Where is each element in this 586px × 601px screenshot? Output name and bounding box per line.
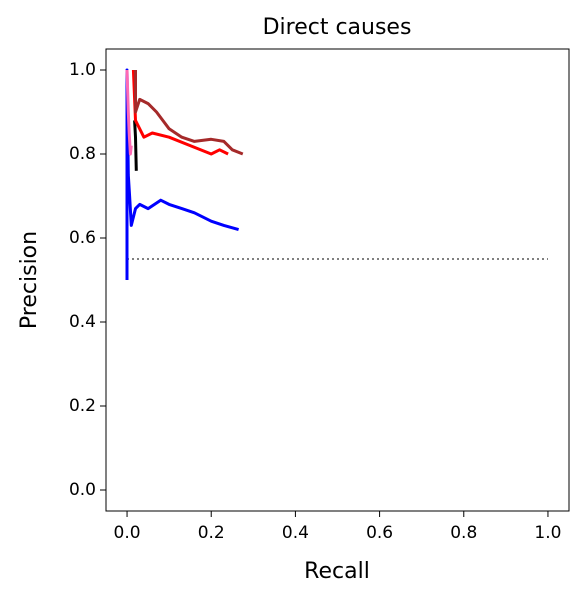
y-tick-label: 0.6	[69, 228, 96, 248]
x-tick-label: 0.8	[450, 523, 477, 543]
y-tick-label: 0.2	[69, 396, 96, 416]
x-axis-label: Recall	[304, 559, 370, 584]
x-tick-label: 0.0	[114, 523, 141, 543]
y-axis-label: Precision	[17, 231, 42, 329]
x-tick-label: 0.4	[282, 523, 309, 543]
series-line	[125, 68, 240, 280]
chart-title: Direct causes	[263, 15, 412, 40]
plot-frame	[105, 48, 570, 512]
x-tick-label: 1.0	[534, 523, 561, 543]
y-tick-label: 0.4	[69, 312, 96, 332]
y-tick-label: 0.8	[69, 144, 96, 164]
y-tick-label: 1.0	[69, 60, 96, 80]
y-tick-label: 0.0	[69, 480, 96, 500]
series-line	[125, 69, 133, 156]
series-line	[133, 120, 138, 171]
x-tick-label: 0.2	[198, 523, 225, 543]
x-tick-label: 0.6	[366, 523, 393, 543]
series-line	[134, 70, 244, 156]
series-line	[131, 69, 229, 156]
